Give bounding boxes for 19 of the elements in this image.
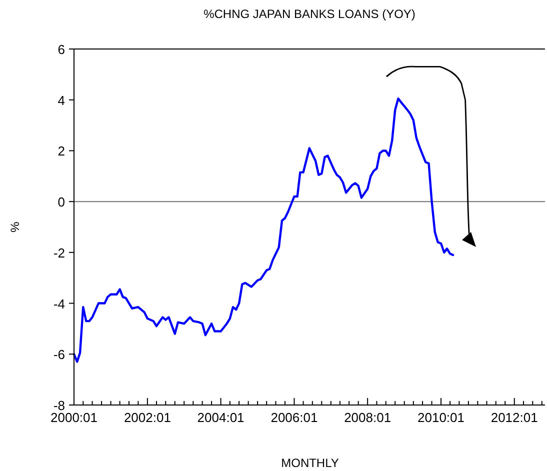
- y-tick-label: -6: [53, 347, 65, 362]
- x-tick-label: 2002:01: [124, 410, 171, 425]
- x-axis-title: MONTHLY: [281, 456, 339, 470]
- x-tick-label: 2004:01: [197, 410, 244, 425]
- y-tick-label: -2: [53, 245, 65, 260]
- x-tick-label: 2008:01: [344, 410, 392, 425]
- x-tick-label: 2000:01: [50, 410, 98, 425]
- y-tick-label: 6: [58, 42, 65, 57]
- y-tick-label: 0: [58, 194, 65, 210]
- y-tick-label: -8: [53, 398, 65, 413]
- y-tick-label: 4: [58, 92, 65, 108]
- x-tick-label: 2006:01: [270, 410, 318, 425]
- y-tick-label: -4: [53, 296, 65, 312]
- line-series: [72, 97, 454, 363]
- y-axis-title: %: [8, 221, 22, 232]
- x-tick-label: 2010:01: [418, 410, 465, 425]
- chart-title: %CHNG JAPAN BANKS LOANS (YOY): [204, 7, 416, 21]
- x-tick-label: 2012:01: [490, 410, 538, 425]
- y-tick-label: 2: [58, 144, 65, 159]
